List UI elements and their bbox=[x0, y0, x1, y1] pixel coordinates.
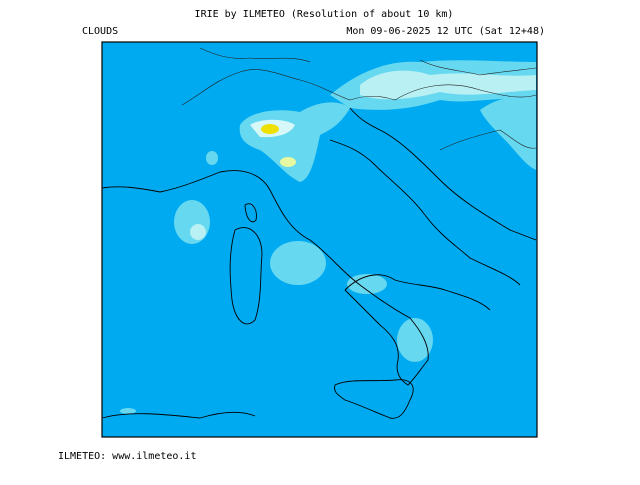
variable-label: CLOUDS bbox=[82, 26, 118, 37]
cloud-cover bbox=[120, 60, 536, 414]
borders bbox=[181, 47, 537, 151]
map bbox=[101, 41, 538, 438]
title: IRIE by ILMETEO (Resolution of about 10 … bbox=[195, 9, 454, 20]
map-background bbox=[101, 41, 538, 438]
coastlines bbox=[101, 107, 537, 419]
credit: ILMETEO: www.ilmeteo.it bbox=[58, 451, 196, 462]
date-label: Mon 09-06-2025 12 UTC (Sat 12+48) bbox=[346, 26, 545, 37]
